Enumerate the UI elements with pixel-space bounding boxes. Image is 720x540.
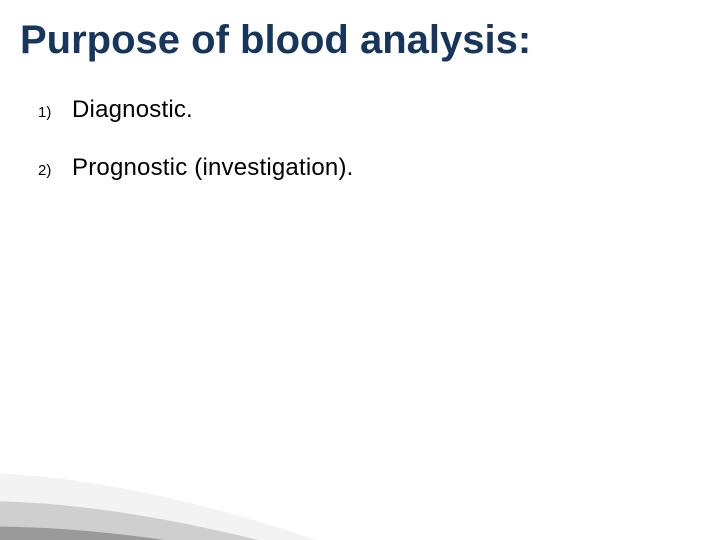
list-item: 2) Prognostic (investigation). — [38, 154, 680, 182]
list-marker: 2) — [38, 162, 72, 179]
swoosh-mid — [0, 501, 340, 540]
list-text: Prognostic (investigation). — [72, 154, 354, 182]
list-marker: 1) — [38, 104, 72, 121]
corner-swoosh-icon — [0, 440, 340, 540]
list-item: 1) Diagnostic. — [38, 96, 680, 124]
swoosh-light — [0, 473, 340, 540]
slide: Purpose of blood analysis: 1) Diagnostic… — [0, 0, 720, 540]
list-text: Diagnostic. — [72, 96, 193, 124]
numbered-list: 1) Diagnostic. 2) Prognostic (investigat… — [38, 96, 680, 212]
slide-title: Purpose of blood analysis: — [20, 18, 531, 63]
swoosh-dark — [0, 527, 340, 540]
